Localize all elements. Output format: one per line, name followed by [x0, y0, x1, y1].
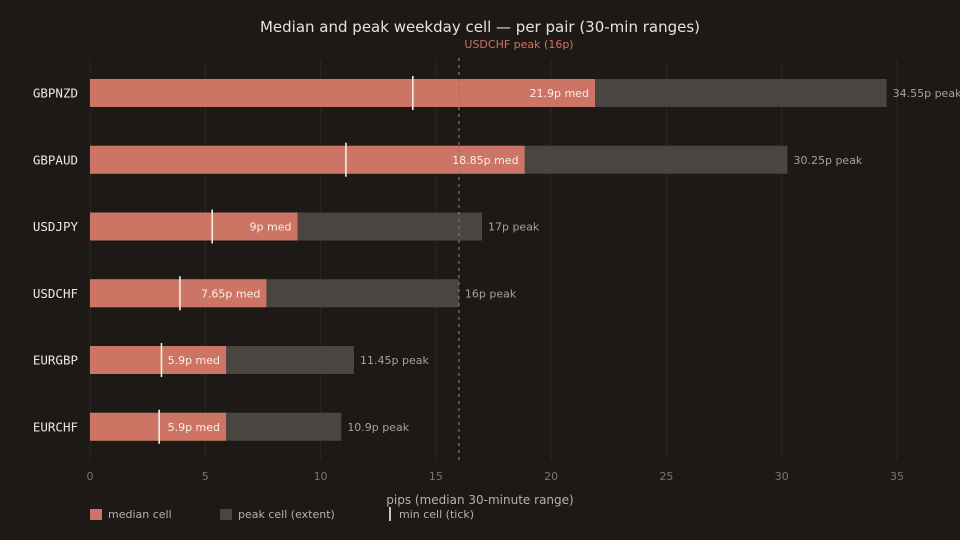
peak-value-label: 10.9p peak [347, 421, 409, 434]
category-label: USDJPY [33, 219, 79, 234]
x-tick-label: 10 [314, 470, 328, 483]
legend: median cell peak cell (extent) min cell (t… [90, 507, 474, 521]
peak-value-label: 34.55p peak [893, 87, 960, 100]
legend-label-median: median cell [108, 508, 172, 521]
median-value-label: 18.85p med [452, 154, 518, 167]
peak-value-label: 11.45p peak [360, 354, 429, 367]
median-bar [90, 79, 595, 107]
median-value-label: 21.9p med [530, 87, 589, 100]
reference-line-label: USDCHF peak (16p) [464, 38, 573, 51]
category-label: GBPAUD [33, 152, 78, 167]
median-bar [90, 346, 227, 374]
x-tick-label: 35 [890, 470, 904, 483]
x-axis-title: pips (median 30-minute range) [386, 493, 573, 507]
legend-swatch-peak [220, 509, 232, 520]
median-bar [90, 279, 267, 308]
median-value-label: 7.65p med [201, 287, 260, 300]
median-bar [90, 145, 525, 174]
legend-label-peak: peak cell (extent) [238, 508, 335, 521]
category-label: EURCHF [33, 419, 78, 434]
x-tick-label: 20 [544, 470, 558, 483]
peak-value-label: 16p peak [465, 287, 517, 300]
legend-label-min: min cell (tick) [399, 508, 474, 521]
chart-title: Median and peak weekday cell — per pair … [260, 18, 700, 36]
grid-layer [89, 60, 898, 460]
bar-layer [90, 76, 887, 444]
peak-value-label: 30.25p peak [793, 154, 862, 167]
category-label: GBPNZD [33, 86, 78, 101]
median-bar [90, 212, 298, 241]
label-layer: 0 5 10 15 20 25 30 35 GBPNZD 21.9p med 34.55p peak… [33, 86, 960, 484]
category-label: USDCHF [33, 286, 78, 301]
x-tick-label: 25 [659, 470, 673, 483]
legend-swatch-median [90, 509, 102, 520]
x-tick-label: 0 [87, 470, 94, 483]
category-label: EURGBP [33, 353, 78, 368]
median-bar [90, 412, 227, 441]
peak-value-label: 17p peak [488, 221, 540, 234]
median-value-label: 5.9p med [168, 421, 220, 434]
x-tick-label: 30 [775, 470, 789, 483]
x-tick-label: 15 [429, 470, 443, 483]
x-tick-label: 5 [202, 470, 209, 483]
median-value-label: 9p med [250, 221, 292, 234]
median-value-label: 5.9p med [168, 354, 220, 367]
